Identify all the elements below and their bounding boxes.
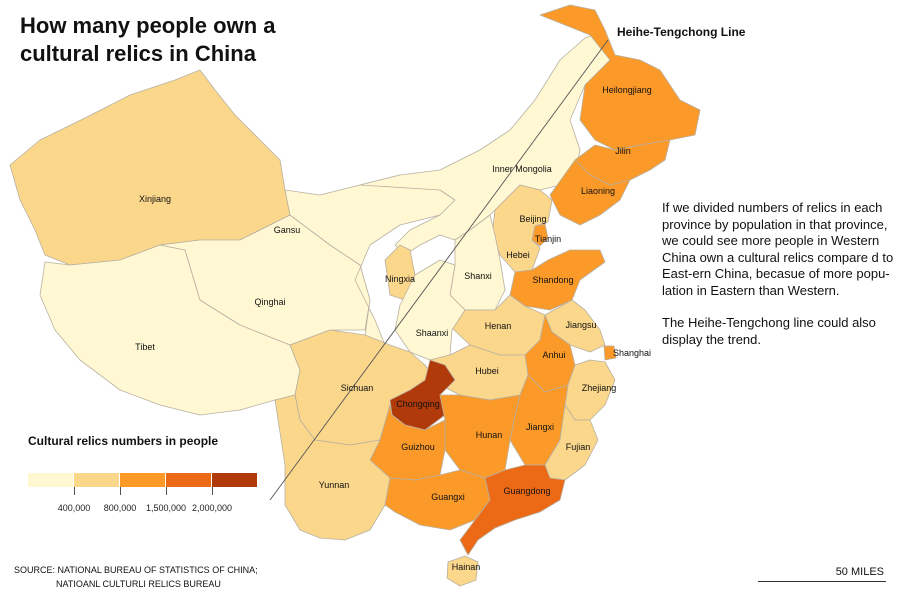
scale-bar: 50 MILES xyxy=(758,566,886,582)
legend-tick xyxy=(120,487,121,495)
province-label-jiangxi: Jiangxi xyxy=(526,422,554,432)
legend-labels: 400,000 800,000 1,500,000 2,000,000 xyxy=(28,503,268,517)
province-label-hubei: Hubei xyxy=(475,366,499,376)
scale-label: 50 MILES xyxy=(835,566,884,578)
legend-break-label: 800,000 xyxy=(103,503,137,513)
province-shaanxi xyxy=(394,259,466,361)
source-line-1: SOURCE: NATIONAL BUREAU OF STATISTICS OF… xyxy=(14,565,258,575)
province-inner-mongolia xyxy=(359,29,611,256)
province-label-jiangsu: Jiangsu xyxy=(565,320,596,330)
province-liaoning xyxy=(549,159,631,226)
legend-swatch-2 xyxy=(74,473,120,487)
province-label-jilin: Jilin xyxy=(615,146,631,156)
province-label-hunan: Hunan xyxy=(476,430,503,440)
province-label-shaanxi: Shaanxi xyxy=(416,328,449,338)
province-label-sichuan: Sichuan xyxy=(341,383,374,393)
heihe-tengchong-line xyxy=(269,39,609,501)
scale-line xyxy=(758,581,886,582)
description-paragraph-2: The Heihe-Tengchong line could also disp… xyxy=(662,315,876,347)
province-label-inner-mongolia: Inner Mongolia xyxy=(492,164,552,174)
legend-ticks xyxy=(28,487,258,497)
province-label-henan: Henan xyxy=(485,321,512,331)
province-label-fujian: Fujian xyxy=(566,442,591,452)
legend-title: Cultural relics numbers in people xyxy=(28,434,219,448)
map-title: How many people own a cultural relics in… xyxy=(20,13,276,66)
heihe-line-label: Heihe-Tengchong Line xyxy=(617,25,746,39)
province-label-qinghai: Qinghai xyxy=(254,297,285,307)
province-label-shanghai: Shanghai xyxy=(613,348,651,358)
legend-color-bar xyxy=(28,473,258,487)
province-label-ningxia: Ningxia xyxy=(385,274,415,284)
province-label-tibet: Tibet xyxy=(135,342,155,352)
province-guangdong xyxy=(459,464,566,556)
province-label-shanxi: Shanxi xyxy=(464,271,492,281)
province-label-shandong: Shandong xyxy=(532,275,573,285)
legend-break-label: 1,500,000 xyxy=(145,503,187,513)
description-text: If we divided numbers of relics in each … xyxy=(662,200,894,364)
province-hebei xyxy=(491,184,553,273)
province-label-hebei: Hebei xyxy=(506,250,530,260)
province-heilongjiang xyxy=(539,4,701,151)
province-label-hainan: Hainan xyxy=(452,562,481,572)
province-label-gansu: Gansu xyxy=(274,225,301,235)
province-label-guizhou: Guizhou xyxy=(401,442,435,452)
source-line-2: NATIOANL CULTURLI RELICS BUREAU xyxy=(56,579,221,589)
province-label-anhui: Anhui xyxy=(542,350,565,360)
description-paragraph-1: If we divided numbers of relics in each … xyxy=(662,200,894,298)
legend-tick xyxy=(166,487,167,495)
province-label-chongqing: Chongqing xyxy=(396,399,440,409)
province-label-zhejiang: Zhejiang xyxy=(582,383,617,393)
legend-tick xyxy=(212,487,213,495)
province-label-xinjiang: Xinjiang xyxy=(139,194,171,204)
legend-swatch-1 xyxy=(28,473,74,487)
legend-break-label: 400,000 xyxy=(57,503,91,513)
legend-break-label: 2,000,000 xyxy=(191,503,233,513)
province-label-yunnan: Yunnan xyxy=(319,480,350,490)
province-label-beijing: Beijing xyxy=(519,214,546,224)
province-label-heilongjiang: Heilongjiang xyxy=(602,85,652,95)
province-label-liaoning: Liaoning xyxy=(581,186,615,196)
province-hainan xyxy=(446,555,479,587)
legend-tick xyxy=(74,487,75,495)
province-label-guangdong: Guangdong xyxy=(503,486,550,496)
province-label-guangxi: Guangxi xyxy=(431,492,465,502)
legend-swatch-3 xyxy=(120,473,166,487)
legend-swatch-5 xyxy=(212,473,258,487)
source-note: SOURCE: NATIONAL BUREAU OF STATISTICS OF… xyxy=(14,563,258,591)
legend-swatch-4 xyxy=(166,473,212,487)
province-shanghai xyxy=(603,345,617,361)
province-label-tianjin: Tianjin xyxy=(535,234,561,244)
